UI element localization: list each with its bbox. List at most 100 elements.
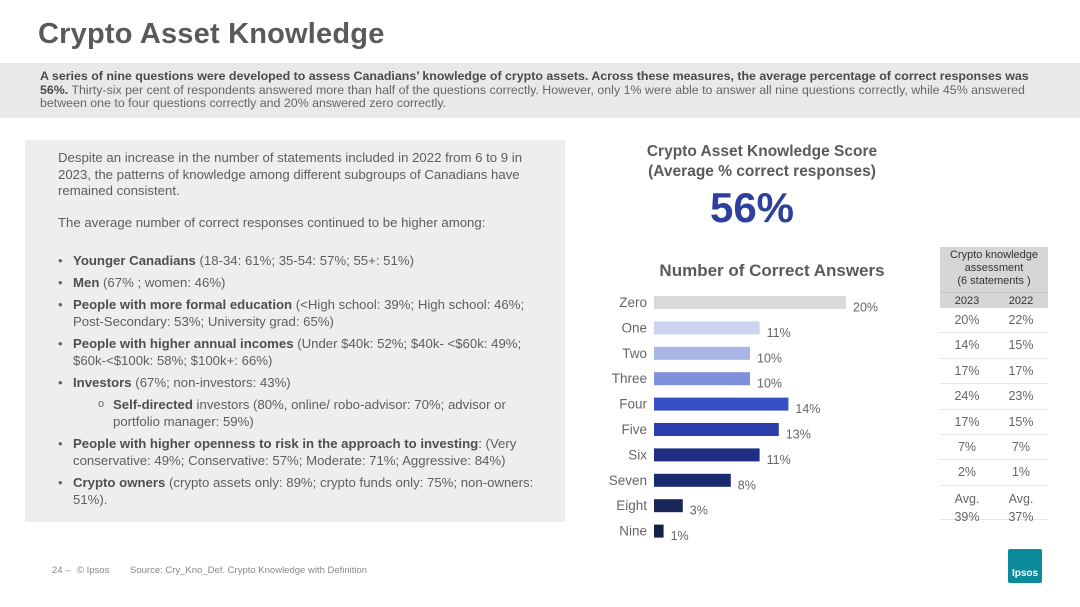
category-label: Four <box>619 397 647 412</box>
table-cell: 2% <box>957 465 977 480</box>
list-item-bold: Self-directed <box>113 397 193 412</box>
table-row: 7% 7% <box>940 435 1048 461</box>
table-cell: Avg. 39% <box>940 486 994 524</box>
data-label: 8% <box>738 478 756 492</box>
findings-paragraph-1: Despite an increase in the number of sta… <box>58 150 523 198</box>
list-item-bold: Crypto owners <box>73 475 166 490</box>
list-item: People with more formal education (<High… <box>58 296 548 330</box>
data-label: 3% <box>690 504 708 518</box>
category-label: Six <box>628 447 647 462</box>
table-cell: 7% <box>1011 439 1031 454</box>
table-average-row: Avg. 39% Avg. 37% <box>940 486 1048 524</box>
bar <box>654 372 750 386</box>
bar <box>654 473 731 487</box>
findings-paragraph-2: The average number of correct responses … <box>58 215 486 230</box>
category-label: Nine <box>619 524 647 539</box>
data-label: 10% <box>757 351 782 365</box>
list-item-bold: Men <box>73 275 100 290</box>
table-cell: 17% <box>954 363 980 378</box>
ipsos-logo: Ipsos <box>1008 549 1042 583</box>
list-item: Crypto owners (crypto assets only: 89%; … <box>58 474 548 508</box>
table-cell: 17% <box>954 414 980 429</box>
category-label: Seven <box>609 473 647 488</box>
logo-text: Ipsos <box>1011 568 1039 579</box>
intro-bold: A series of nine questions were develope… <box>40 69 1029 97</box>
score-title-line-2: (Average % correct responses) <box>648 162 876 180</box>
table-cell: Avg. 37% <box>994 486 1048 524</box>
table-cell: 14% <box>954 338 980 353</box>
correct-answers-bar-chart: Zero 20% One 11% Two 10% Three 10% Four 14% Five 13… <box>609 295 878 543</box>
chart-title: Number of Correct Answers <box>659 261 885 280</box>
table-row: 17% 17% <box>940 359 1048 385</box>
footer-source: Source: Cry_Kno_Def. Crypto Knowledge wi… <box>130 565 368 576</box>
bar <box>654 423 779 436</box>
list-item-text: investors (80%, online/ robo-advisor: 70… <box>113 397 506 429</box>
list-item-text: (Under $40k: 52%; $40k- <$60k: 49%; $60k… <box>73 336 522 368</box>
table-cell: 1% <box>1011 465 1031 480</box>
table-cell: 22% <box>1008 313 1034 327</box>
data-label: 11% <box>767 326 791 340</box>
bar <box>654 499 683 513</box>
intro-text: A series of nine questions were develope… <box>40 69 1040 111</box>
table-year-2023: 2023 <box>954 295 980 307</box>
bar <box>654 397 789 411</box>
footer-brand: © Ipsos <box>77 565 110 576</box>
list-item: People with higher openness to risk in t… <box>58 435 548 469</box>
table-cell: 24% <box>954 389 980 404</box>
list-item-bold: People with higher annual incomes <box>73 336 294 351</box>
table-years-row: 2023 2022 <box>940 292 1048 308</box>
table-row: 20% 22% <box>940 308 1048 334</box>
knowledge-assessment-table: Crypto knowledge assessment (6 statement… <box>940 247 1048 524</box>
table-cell: 23% <box>1008 389 1034 404</box>
list-item-text: (<High school: 39%; High school: 46%; Po… <box>73 297 525 329</box>
category-label: One <box>621 320 647 335</box>
subgroup-list: Younger Canadians (18-34: 61%; 35-54: 57… <box>58 252 548 513</box>
table-row: 24% 23% <box>940 384 1048 410</box>
bar <box>654 524 664 538</box>
list-item: People with higher annual incomes (Under… <box>58 335 548 369</box>
data-label: 14% <box>795 402 820 416</box>
data-label: 1% <box>671 529 689 543</box>
list-item-bold: People with more formal education <box>73 297 293 312</box>
table-header-line: (6 statements ) <box>957 275 1031 287</box>
table-cell: 15% <box>1008 414 1034 429</box>
bar <box>654 346 750 360</box>
intro-rest: Thirty-six per cent of respondents answe… <box>40 82 1025 110</box>
list-item-text: (67% ; women: 46%) <box>99 275 226 290</box>
table-row: 17% 15% <box>940 410 1048 435</box>
list-item-bold: Younger Canadians <box>73 253 196 268</box>
table-cell: 7% <box>957 439 977 454</box>
list-item-bold: Investors <box>73 375 132 390</box>
avg-value: 37% <box>1008 509 1034 524</box>
avg-value: 39% <box>954 509 980 524</box>
category-label: Two <box>622 346 647 361</box>
bar <box>654 448 760 462</box>
bar <box>654 321 760 335</box>
score-value: 56% <box>709 184 795 231</box>
table-header-line: assessment <box>964 262 1024 274</box>
list-item-bold: People with higher openness to risk in t… <box>73 436 479 451</box>
category-label: Five <box>621 422 647 437</box>
table-year-2022: 2022 <box>1008 295 1034 307</box>
table-row: 14% 15% <box>940 333 1048 359</box>
list-item-text: (crypto assets only: 89%; crypto funds o… <box>73 475 534 507</box>
list-item: Investors (67%; non-investors: 43%) <box>58 374 548 391</box>
table-header-line: Crypto knowledge <box>949 249 1039 261</box>
table-cell: 20% <box>954 313 980 327</box>
category-label: Eight <box>616 498 647 513</box>
list-item-text: (67%; non-investors: 43%) <box>131 375 291 390</box>
list-item-text: : (Very conservative: 49%; Conservative:… <box>73 436 517 468</box>
page-number: 24 – <box>52 565 71 576</box>
score-title: Crypto Asset Knowledge Score (Average % … <box>612 142 912 181</box>
list-item: Men (67% ; women: 46%) <box>58 274 548 291</box>
category-label: Zero <box>619 295 647 310</box>
category-label: Three <box>612 371 647 386</box>
data-label: 13% <box>786 428 811 442</box>
intro-band <box>0 63 1080 118</box>
avg-label: Avg. <box>1008 491 1034 506</box>
table-cell: 17% <box>1008 363 1034 378</box>
data-label: 20% <box>853 301 878 315</box>
list-item: Younger Canadians (18-34: 61%; 35-54: 57… <box>58 252 548 269</box>
data-label: 11% <box>767 453 791 467</box>
bar <box>654 296 846 309</box>
